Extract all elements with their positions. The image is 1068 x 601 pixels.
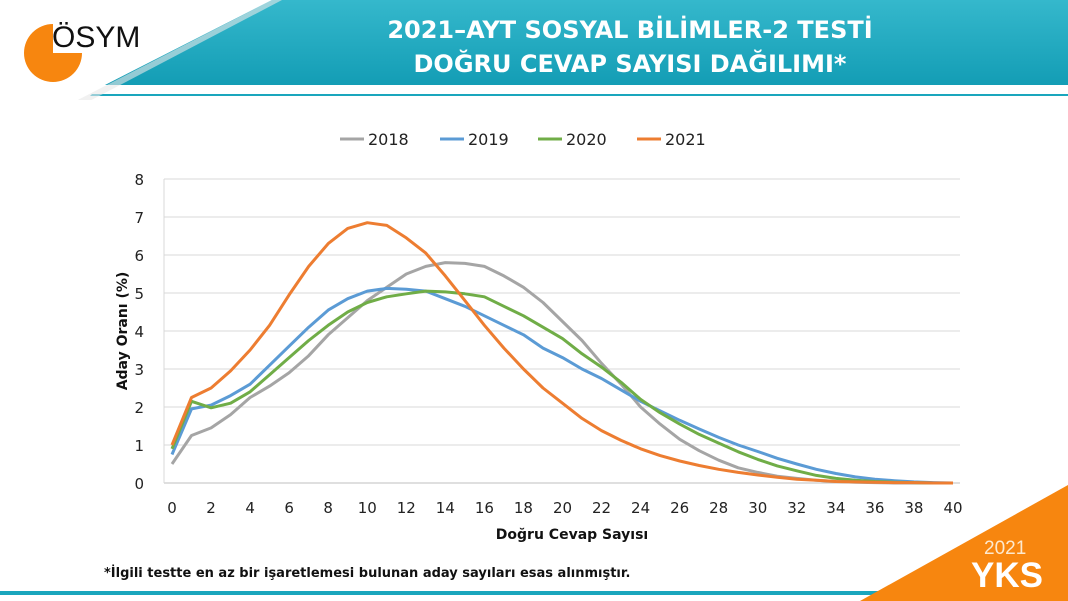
- x-tick-label: 18: [514, 499, 533, 517]
- x-tick-label: 0: [167, 499, 177, 517]
- osym-logo-text: ÖSYM: [52, 21, 141, 54]
- footnote: *İlgili testte en az bir işaretlemesi bu…: [104, 566, 631, 581]
- x-axis-title: Doğru Cevap Sayısı: [496, 527, 648, 543]
- x-tick-label: 32: [787, 499, 806, 517]
- legend-label-2018: 2018: [368, 130, 409, 149]
- page-title-line2: DOĞRU CEVAP SAYISI DAĞILIMI*: [413, 50, 847, 78]
- osym-logo-circle: [24, 24, 82, 82]
- y-tick-label: 3: [134, 361, 144, 379]
- y-axis-title: Aday Oranı (%): [115, 272, 131, 391]
- x-tick-label: 36: [865, 499, 884, 517]
- series-line-2021: [170, 221, 953, 485]
- y-tick-label: 7: [134, 209, 144, 227]
- legend-label-2019: 2019: [468, 130, 509, 149]
- x-tick-label: 26: [670, 499, 689, 517]
- legend-label-2021: 2021: [665, 130, 706, 149]
- x-tick-label: 12: [397, 499, 416, 517]
- x-tick-label: 24: [631, 499, 650, 517]
- x-tick-label: 40: [943, 499, 962, 517]
- x-tick-label: 38: [904, 499, 923, 517]
- x-tick-label: 4: [245, 499, 255, 517]
- legend-label-2020: 2020: [566, 130, 607, 149]
- page-title-line1: 2021–AYT SOSYAL BİLİMLER-2 TESTİ: [387, 16, 873, 44]
- series-line-2019: [170, 286, 954, 485]
- x-tick-label: 20: [553, 499, 572, 517]
- x-tick-label: 10: [358, 499, 377, 517]
- x-tick-label: 2: [206, 499, 216, 517]
- y-tick-label: 2: [134, 399, 144, 417]
- y-tick-label: 0: [134, 475, 144, 493]
- x-tick-label: 8: [323, 499, 333, 517]
- y-tick-label: 4: [134, 323, 144, 341]
- badge-yks: YKS: [971, 556, 1043, 595]
- x-tick-label: 14: [436, 499, 455, 517]
- x-tick-label: 28: [709, 499, 728, 517]
- y-tick-label: 6: [134, 247, 144, 265]
- y-tick-label: 5: [134, 285, 144, 303]
- header-banner: [77, 0, 1068, 100]
- series-line-2020: [170, 289, 953, 485]
- y-tick-label: 8: [134, 171, 144, 189]
- x-tick-label: 6: [284, 499, 294, 517]
- y-tick-label: 1: [134, 437, 144, 455]
- x-tick-label: 30: [748, 499, 767, 517]
- x-tick-label: 34: [826, 499, 845, 517]
- badge-year: 2021: [984, 538, 1027, 559]
- x-tick-label: 22: [592, 499, 611, 517]
- x-tick-label: 16: [475, 499, 494, 517]
